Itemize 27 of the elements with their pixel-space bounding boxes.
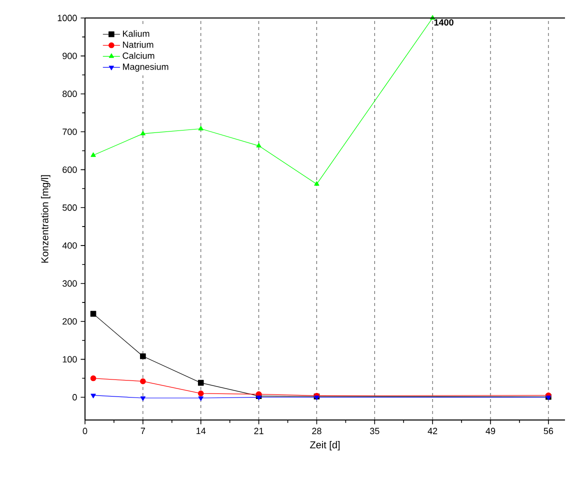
y-tick-label: 300 [62, 280, 77, 287]
x-tick-label: 21 [254, 428, 264, 434]
x-tick-label: 14 [196, 428, 206, 434]
x-tick-label: 42 [428, 428, 438, 434]
x-tick-label: 56 [544, 428, 554, 434]
y-tick-label: 700 [62, 128, 77, 135]
y-tick-label: 1000 [58, 14, 77, 22]
y-tick-label: 900 [62, 52, 77, 60]
y-tick-label: 0 [72, 394, 77, 400]
y-tick-label: 400 [62, 242, 77, 249]
y-axis-title: Konzentration [mg/l] [40, 175, 50, 263]
x-tick-label: 0 [82, 428, 88, 434]
x-tick-label: 28 [312, 428, 322, 434]
x-tick-label: 7 [140, 428, 145, 434]
legend-label: Kalium [123, 30, 150, 37]
legend-label: Natrium [123, 41, 154, 48]
x-tick-label: 49 [486, 428, 496, 434]
y-tick-label: 600 [62, 166, 77, 173]
x-tick-label: 35 [370, 428, 380, 434]
y-tick-label: 800 [62, 90, 77, 98]
annotation: 1400 [434, 19, 454, 26]
legend-label: Calcium [122, 52, 154, 59]
x-axis-title: Zeit [d] [310, 441, 340, 450]
legend-label: Magnesium [123, 63, 168, 72]
y-tick-label: 500 [62, 204, 77, 211]
y-tick-label: 200 [62, 318, 77, 325]
y-tick-label: 100 [62, 356, 77, 363]
